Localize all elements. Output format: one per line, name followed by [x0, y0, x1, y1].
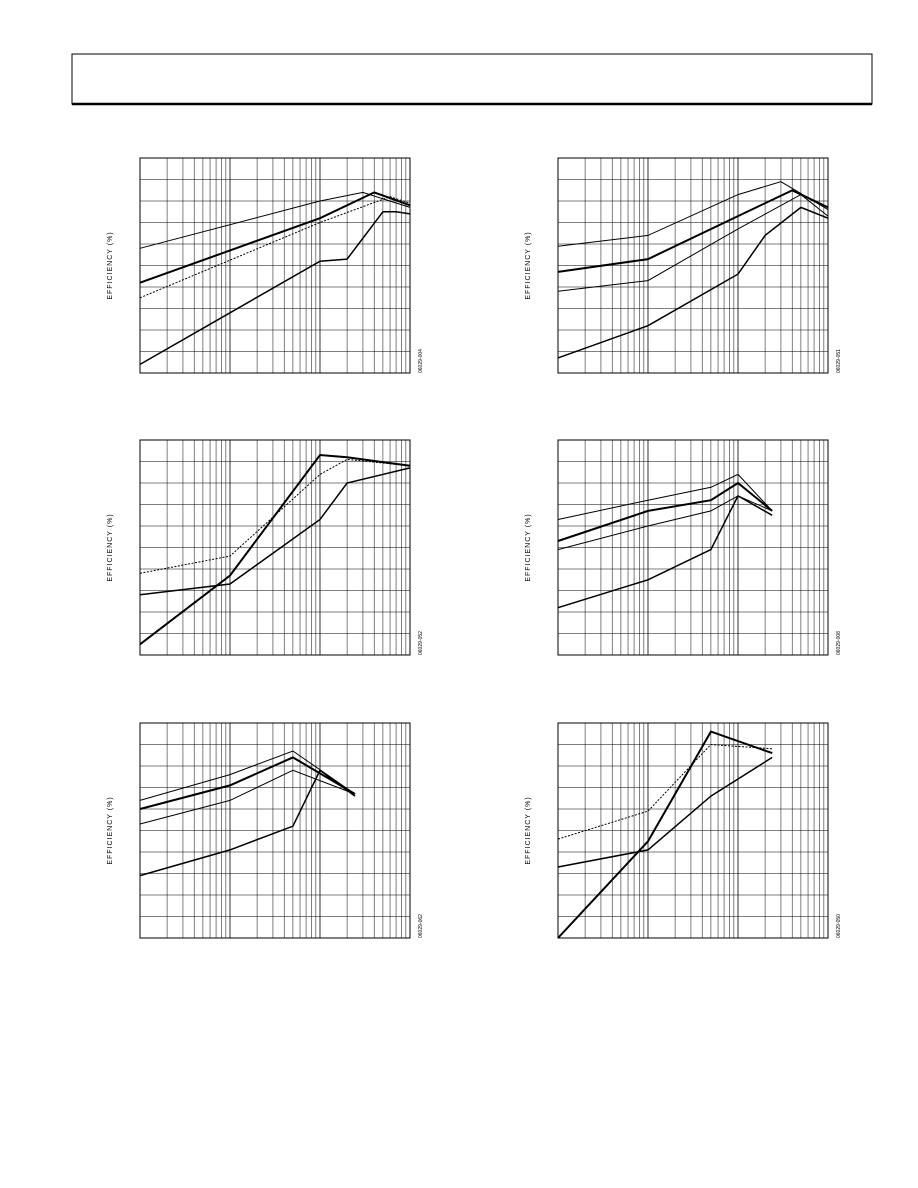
efficiency-curve: [557, 181, 829, 247]
efficiency-curve: [557, 756, 773, 868]
y-axis-label: EFFICIENCY (%): [107, 231, 114, 299]
header-box: [71, 53, 873, 105]
efficiency-curve: [557, 473, 773, 520]
efficiency-curve: [557, 730, 773, 939]
plot-frame: [557, 439, 829, 656]
y-axis-label: EFFICIENCY (%): [107, 513, 114, 581]
y-axis-label: EFFICIENCY (%): [525, 231, 532, 299]
y-axis-label: EFFICIENCY (%): [525, 513, 532, 581]
efficiency-curve: [557, 494, 773, 609]
efficiency-curve: [139, 191, 411, 284]
efficiency-curve: [139, 453, 411, 646]
figure-code: 06029-052: [418, 631, 424, 655]
efficiency-curve: [557, 189, 829, 273]
efficiency-curve: [139, 467, 411, 596]
plot-frame: [557, 157, 829, 374]
figure-code: 06029-062: [418, 914, 424, 938]
efficiency-curve: [139, 196, 411, 299]
efficiency-curve: [557, 206, 829, 359]
efficiency-curve: [557, 481, 773, 542]
figure-code: 06029-050: [836, 914, 842, 938]
y-axis-label: EFFICIENCY (%): [525, 796, 532, 864]
plot-frame: [139, 157, 411, 374]
efficiency-curve: [557, 743, 773, 840]
figure-code: 06029-008: [836, 631, 842, 655]
efficiency-curve: [139, 769, 356, 825]
plot-frame: [139, 722, 411, 939]
figure-code: 06029-004: [418, 349, 424, 373]
efficiency-curve: [139, 458, 411, 574]
efficiency-curve: [139, 769, 356, 877]
efficiency-curve: [557, 194, 829, 292]
efficiency-curve: [139, 756, 356, 810]
efficiency-curve: [139, 211, 411, 366]
efficiency-curve: [139, 191, 411, 249]
plot-frame: [139, 439, 411, 656]
figure-code: 06029-051: [836, 349, 842, 373]
y-axis-label: EFFICIENCY (%): [107, 796, 114, 864]
plot-frame: [557, 722, 829, 939]
efficiency-curve: [557, 495, 773, 551]
